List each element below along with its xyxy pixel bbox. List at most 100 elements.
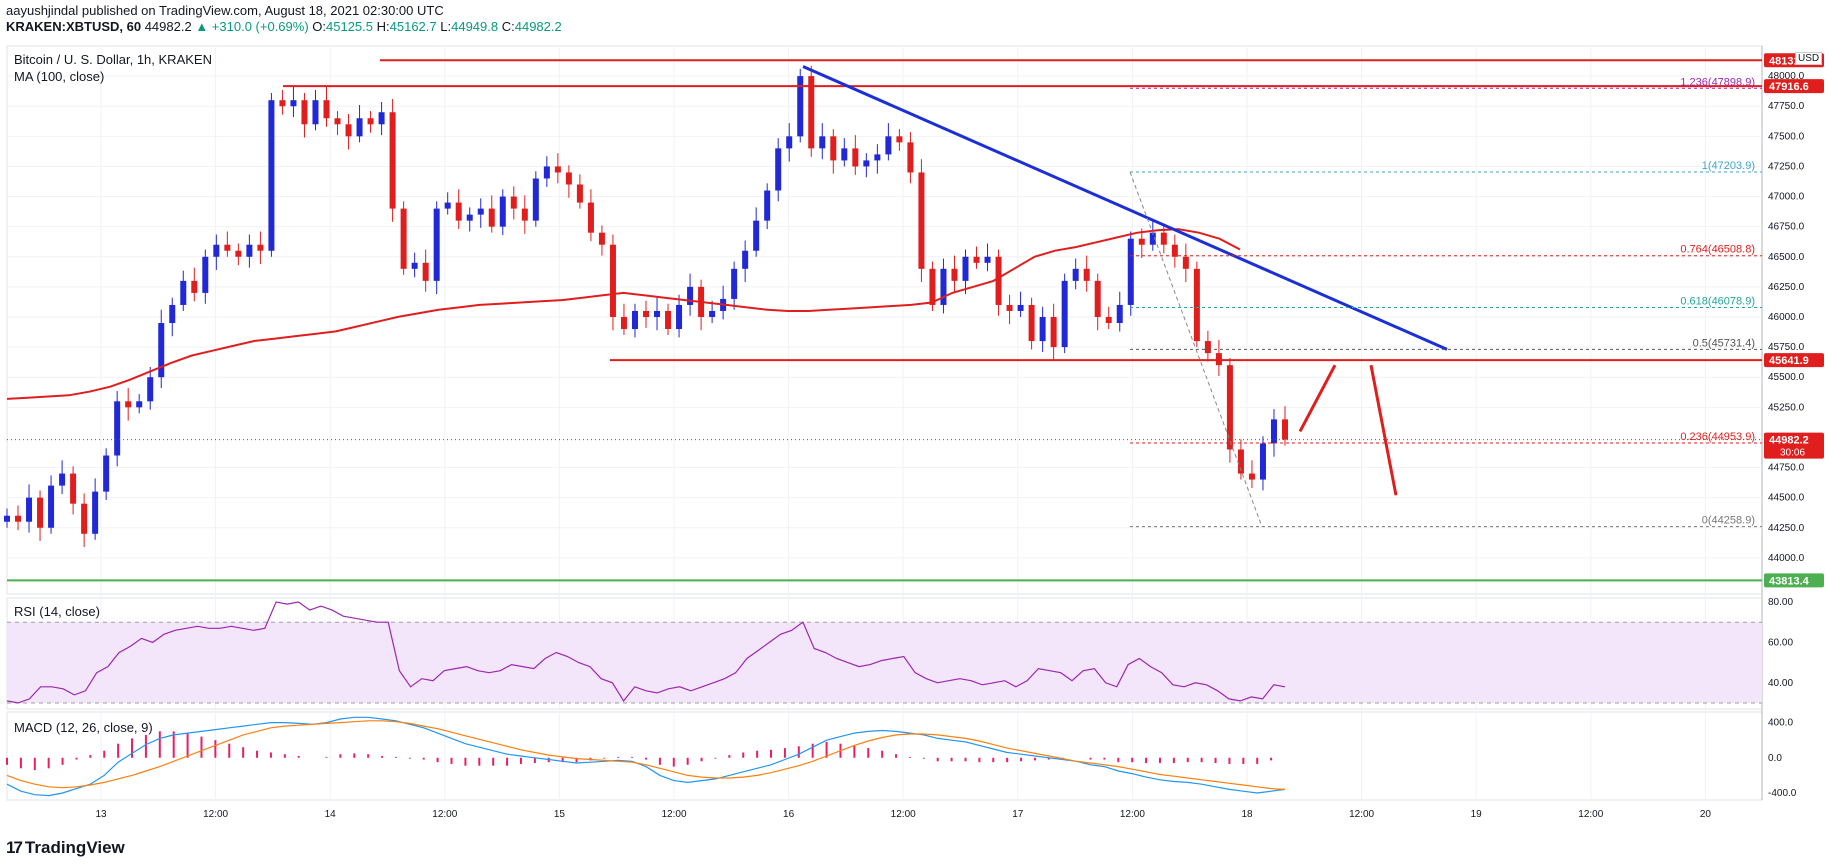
candle-body [136, 401, 143, 408]
candle-body [1282, 419, 1288, 440]
candle-body [654, 310, 661, 317]
candle-body [191, 280, 198, 293]
close-label: C: [501, 19, 515, 34]
macd-line [6, 716, 1286, 797]
candle-body [786, 136, 793, 149]
macd-tick-label: -400.0 [1768, 788, 1797, 799]
candle-body [1094, 280, 1101, 317]
candle-body [59, 473, 66, 486]
x-tick-label: 12:00 [1578, 809, 1603, 820]
candle-body [1127, 238, 1134, 305]
fib-level-label: 0.764(46508.8) [1680, 244, 1755, 256]
candle-body [400, 208, 407, 269]
publish-info: aayushjindal published on TradingView.co… [6, 3, 444, 18]
macd-tick-label: 400.0 [1768, 718, 1793, 729]
ma-100-line [6, 228, 1241, 400]
fib-level-label: 0.5(45731.4) [1693, 337, 1755, 349]
price-level-label: 45641.9 [1769, 355, 1809, 367]
price-tick-label: 48000.0 [1768, 71, 1805, 82]
fib-level-label: 1(47203.9) [1702, 160, 1755, 172]
candle-body [433, 208, 440, 281]
low-label: L: [440, 19, 452, 34]
candle-body [26, 497, 33, 522]
candle-body [235, 250, 242, 257]
candle-body [929, 268, 936, 305]
candle-body [1204, 341, 1211, 354]
x-tick-label: 12:00 [1120, 809, 1145, 820]
candle-body [510, 196, 517, 209]
candle-body [885, 136, 892, 155]
candle-body [268, 100, 275, 251]
fib-diagonal [1129, 171, 1263, 527]
candle-body [665, 310, 672, 330]
x-tick-label: 18 [1241, 809, 1253, 820]
candle-body [841, 148, 848, 161]
price-tick-label: 44750.0 [1768, 463, 1805, 474]
candle-body [1028, 304, 1035, 342]
candle-body [819, 136, 826, 149]
candle-body [1116, 304, 1123, 324]
x-tick-label: 19 [1471, 809, 1483, 820]
price-chart[interactable]: 13 12:00 14 12:00 15 12:00 16 12:00 17 12:00 18 12:… [0, 0, 1828, 832]
candle-body [598, 232, 605, 245]
candle-body [202, 256, 209, 293]
candle-body [1171, 244, 1178, 257]
price-tick-label: 47000.0 [1768, 192, 1805, 203]
candle-body [609, 244, 616, 317]
tradingview-brand: TradingView [24, 838, 125, 857]
candle-body [676, 304, 683, 330]
x-tick-label: 12:00 [1349, 809, 1374, 820]
candle-body [852, 148, 859, 167]
price-tick-label: 44500.0 [1768, 493, 1805, 504]
candle-body [48, 485, 55, 528]
x-tick-label: 16 [783, 809, 795, 820]
candle-body [15, 515, 22, 522]
candle-body [984, 256, 991, 263]
bearish-trend-line [802, 65, 1448, 351]
candle-body [940, 268, 947, 305]
candle-body [973, 256, 980, 263]
x-tick-label: 17 [1012, 809, 1024, 820]
candle-body [631, 310, 638, 330]
candle-body [499, 196, 506, 227]
x-tick-label: 12:00 [891, 809, 916, 820]
candle-body [764, 190, 771, 221]
ma-legend: MA (100, close) [14, 69, 105, 84]
candle-body [301, 100, 308, 125]
candle-body [863, 160, 870, 167]
candle-body [114, 401, 121, 456]
candle-body [797, 76, 804, 137]
header-line-2: KRAKEN:XBTUSD, 60 44982.2 ▲ +310.0 (+0.6… [6, 19, 562, 35]
candle-body [1006, 304, 1013, 311]
candle-body [731, 268, 738, 299]
price-level-badge [1764, 79, 1824, 94]
x-tick-label: 15 [554, 809, 566, 820]
price-level-label: 47916.6 [1769, 81, 1809, 93]
candle-body [995, 256, 1002, 305]
candle-body [1105, 316, 1112, 324]
candle-body [1226, 365, 1233, 450]
x-tick-label: 12:00 [432, 809, 457, 820]
candle-body [709, 310, 716, 317]
price-tick-label: 46500.0 [1768, 252, 1805, 263]
price-tick-label: 46000.0 [1768, 312, 1805, 323]
candle-body [345, 124, 352, 137]
candle-body [444, 202, 451, 209]
candle-body [687, 286, 694, 305]
price-tick-label: 45750.0 [1768, 342, 1805, 353]
candle-body [554, 166, 561, 173]
candle-body [1182, 256, 1189, 269]
x-tick-label: 13 [95, 809, 107, 820]
price-level-badge [1764, 353, 1824, 368]
tradingview-logo[interactable]: 17 TradingView [6, 838, 125, 858]
candle-body [775, 148, 782, 191]
open-value: 45125.5 [326, 19, 374, 34]
price-tick-label: 47750.0 [1768, 101, 1805, 112]
candle-body [422, 262, 429, 281]
currency-label: USD [1795, 52, 1823, 65]
countdown-label: 30:06 [1780, 448, 1805, 459]
candle-body [367, 118, 374, 125]
price-change: ▲ +310.0 (+0.69%) [195, 19, 309, 34]
candle-body [411, 262, 418, 269]
high-label: H: [376, 19, 390, 34]
